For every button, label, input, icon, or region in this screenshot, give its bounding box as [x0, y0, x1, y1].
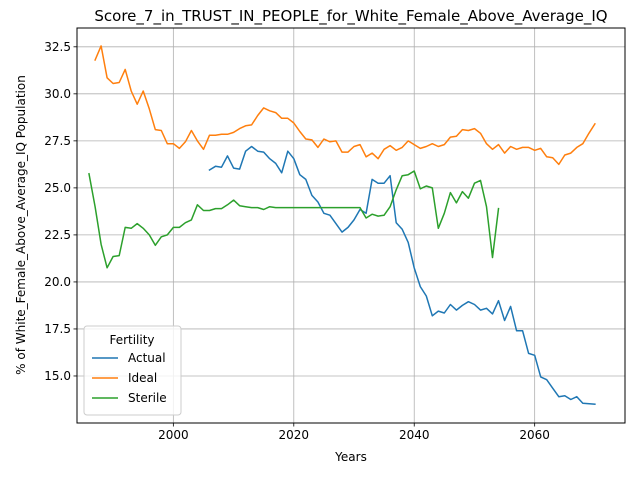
- legend-label: Sterile: [128, 391, 167, 405]
- x-tick-label: 2060: [519, 428, 550, 442]
- series-line-actual: [208, 145, 596, 406]
- legend: Fertility Actual Ideal Sterile: [83, 325, 182, 416]
- y-axis-ticks: 15.0 17.5 20.0 22.5 25.0 27.5 30.0 32.5: [44, 40, 77, 383]
- y-tick-label: 20.0: [44, 275, 71, 289]
- chart-title: Score_7_in_TRUST_IN_PEOPLE_for_White_Fem…: [94, 7, 607, 26]
- x-tick-label: 2040: [399, 428, 430, 442]
- y-tick-label: 15.0: [44, 369, 71, 383]
- legend-item-actual: Actual: [92, 351, 166, 365]
- legend-item-ideal: Ideal: [92, 371, 157, 385]
- y-tick-label: 30.0: [44, 87, 71, 101]
- series-line-sterile: [88, 170, 500, 269]
- y-tick-label: 27.5: [44, 134, 71, 148]
- legend-title: Fertility: [109, 333, 154, 347]
- plot-area: [76, 27, 626, 424]
- x-axis-ticks: 2000 2020 2040 2060: [158, 423, 550, 442]
- x-tick-label: 2000: [158, 428, 189, 442]
- legend-box: [83, 325, 182, 416]
- y-tick-label: 17.5: [44, 322, 71, 336]
- x-axis-label: Years: [334, 450, 367, 464]
- x-tick-label: 2020: [279, 428, 310, 442]
- legend-label: Actual: [128, 351, 166, 365]
- legend-label: Ideal: [128, 371, 157, 385]
- y-tick-label: 32.5: [44, 40, 71, 54]
- y-axis-label: % of White_Female_Above_Average_IQ Popul…: [14, 75, 28, 375]
- y-tick-label: 22.5: [44, 228, 71, 242]
- series-layer: [88, 45, 596, 406]
- legend-item-sterile: Sterile: [92, 391, 167, 405]
- y-tick-label: 25.0: [44, 181, 71, 195]
- series-line-ideal: [94, 45, 596, 166]
